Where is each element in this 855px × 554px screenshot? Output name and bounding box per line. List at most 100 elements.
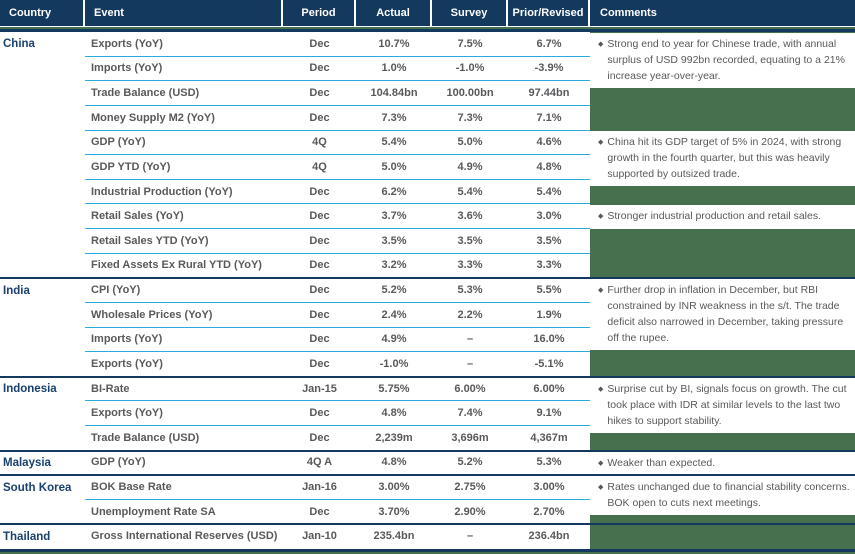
actual-cell: 5.2% — [381, 284, 407, 297]
comment-text: Further drop in inflation in December, b… — [607, 284, 844, 345]
prior-revised-cell: 5.5% — [536, 284, 562, 297]
survey-cell: 3.6% — [457, 210, 483, 223]
row-values: Trade Balance (USD) Dec 2,239m 3,696m 4,367m — [85, 426, 590, 451]
prior-revised-cell: 4,367m — [530, 431, 568, 444]
country-cell — [0, 155, 85, 180]
row-values: Retail Sales YTD (YoY) Dec 3.5% 3.5% 3.5% — [85, 229, 590, 254]
survey-cell: – — [466, 530, 474, 543]
prior-revised-cell: 3.5% — [536, 234, 562, 247]
survey-cell: 7.4% — [457, 407, 483, 420]
column-header-country: Country — [0, 0, 85, 26]
prior-revised-cell: -3.9% — [534, 62, 564, 75]
comment-block: ◆ Rates unchanged due to financial stabil… — [590, 476, 855, 516]
table-row: Exports (YoY) Dec -1.0% – -5.1% — [0, 352, 590, 377]
table-row: Exports (YoY) Dec 4.8% 7.4% 9.1% — [0, 401, 590, 426]
column-header-survey: Survey — [432, 0, 508, 26]
table-row: Imports (YoY) Dec 1.0% -1.0% -3.9% — [0, 57, 590, 82]
column-header-event: Event — [85, 0, 283, 26]
row-values: Retail Sales (YoY) Dec 3.7% 3.6% 3.0% — [85, 204, 590, 229]
table-row: South Korea BOK Base Rate Jan-16 3.00% 2.75%… — [0, 475, 590, 500]
comment-block: ◆ Surprise cut by BI, signals focus on gr… — [590, 377, 855, 433]
country-cell — [0, 426, 85, 451]
column-header-period: Period — [283, 0, 356, 26]
comment-text: Surprise cut by BI, signals focus on gro… — [607, 382, 847, 427]
table-row: Trade Balance (USD) Dec 2,239m 3,696m 4,367m — [0, 426, 590, 451]
event-cell: Imports (YoY) — [91, 62, 163, 75]
table-row: China Exports (YoY) Dec 10.7% 7.5% 6.7% — [0, 32, 590, 57]
event-cell: Exports (YoY) — [91, 407, 163, 420]
country-cell — [0, 229, 85, 254]
row-values: Gross International Reserves (USD) Jan-10… — [85, 525, 590, 550]
country-cell — [0, 328, 85, 353]
period-cell: Dec — [309, 407, 330, 420]
table-row: Money Supply M2 (YoY) Dec 7.3% 7.3% 7.1% — [0, 106, 590, 131]
event-cell: Exports (YoY) — [91, 37, 163, 50]
group-separator — [0, 474, 855, 477]
actual-cell: 4.8% — [381, 407, 407, 420]
country-cell — [0, 254, 85, 279]
column-header-actual: Actual — [356, 0, 432, 26]
country-cell: China — [3, 38, 35, 51]
data-grid: China Exports (YoY) Dec 10.7% 7.5% 6.7% Import… — [0, 32, 590, 549]
actual-cell: 2.4% — [381, 308, 407, 321]
prior-revised-cell: 3.3% — [536, 259, 562, 272]
table-header-row: Country Event Period Actual Survey Prior… — [0, 0, 855, 27]
event-cell: Trade Balance (USD) — [91, 87, 200, 100]
prior-revised-cell: 16.0% — [533, 333, 565, 346]
period-cell: Dec — [309, 333, 330, 346]
event-cell: GDP (YoY) — [91, 456, 146, 469]
row-values: Money Supply M2 (YoY) Dec 7.3% 7.3% 7.1% — [85, 106, 590, 131]
prior-revised-cell: 5.4% — [536, 185, 562, 198]
event-cell: GDP YTD (YoY) — [91, 160, 171, 173]
comment-bullet-icon: ◆ — [598, 484, 604, 492]
survey-cell: 6.00% — [454, 382, 486, 395]
prior-revised-cell: 1.9% — [536, 308, 562, 321]
event-cell: Retail Sales (YoY) — [91, 210, 184, 223]
actual-cell: 4.8% — [381, 456, 407, 469]
row-values: GDP (YoY) 4Q 5.4% 5.0% 4.6% — [85, 131, 590, 156]
row-values: CPI (YoY) Dec 5.2% 5.3% 5.5% — [85, 278, 590, 303]
period-cell: Dec — [309, 234, 330, 247]
country-cell — [0, 131, 85, 156]
row-values: Wholesale Prices (YoY) Dec 2.4% 2.2% 1.9% — [85, 303, 590, 328]
event-cell: Gross International Reserves (USD) — [91, 530, 278, 543]
group-separator — [0, 523, 855, 526]
table-row: Unemployment Rate SA Dec 3.70% 2.90% 2.70% — [0, 500, 590, 525]
event-cell: Trade Balance (USD) — [91, 431, 200, 444]
comment-block: ◆ Further drop in inflation in December, … — [590, 279, 855, 351]
survey-cell: 5.3% — [457, 284, 483, 297]
event-cell: BI-Rate — [91, 382, 130, 395]
period-cell: 4Q A — [306, 456, 333, 469]
survey-cell: 7.5% — [457, 37, 483, 50]
period-cell: Dec — [309, 284, 330, 297]
survey-cell: 2.75% — [454, 481, 486, 494]
period-cell: Dec — [309, 431, 330, 444]
actual-cell: 4.9% — [381, 333, 407, 346]
table-row: Indonesia BI-Rate Jan-15 5.75% 6.00% 6.00% — [0, 377, 590, 402]
period-cell: Dec — [309, 308, 330, 321]
event-cell: Imports (YoY) — [91, 333, 163, 346]
table-row: Wholesale Prices (YoY) Dec 2.4% 2.2% 1.9% — [0, 303, 590, 328]
actual-cell: 3.5% — [381, 234, 407, 247]
survey-cell: 5.4% — [457, 185, 483, 198]
row-values: GDP YTD (YoY) 4Q 5.0% 4.9% 4.8% — [85, 155, 590, 180]
table-row: Malaysia GDP (YoY) 4Q A 4.8% 5.2% 5.3% — [0, 451, 590, 476]
period-cell: Dec — [309, 185, 330, 198]
country-cell: Malaysia — [3, 456, 51, 469]
period-cell: Dec — [309, 505, 330, 518]
comment-text: China hit its GDP target of 5% in 2024, … — [607, 136, 842, 181]
actual-cell: 10.7% — [378, 37, 410, 50]
event-cell: Retail Sales YTD (YoY) — [91, 234, 209, 247]
survey-cell: 4.9% — [457, 160, 483, 173]
event-cell: Wholesale Prices (YoY) — [91, 308, 213, 321]
prior-revised-cell: 5.3% — [536, 456, 562, 469]
country-cell — [0, 500, 85, 525]
table-row: Retail Sales YTD (YoY) Dec 3.5% 3.5% 3.5% — [0, 229, 590, 254]
row-values: Industrial Production (YoY) Dec 6.2% 5.4% 5.… — [85, 180, 590, 205]
country-cell: Indonesia — [3, 383, 57, 396]
event-cell: Unemployment Rate SA — [91, 505, 216, 518]
survey-cell: 100.00bn — [446, 87, 494, 100]
actual-cell: 1.0% — [381, 62, 407, 75]
comment-block: ◆ China hit its GDP target of 5% in 2024,… — [590, 131, 855, 187]
survey-cell: 3,696m — [451, 431, 489, 444]
